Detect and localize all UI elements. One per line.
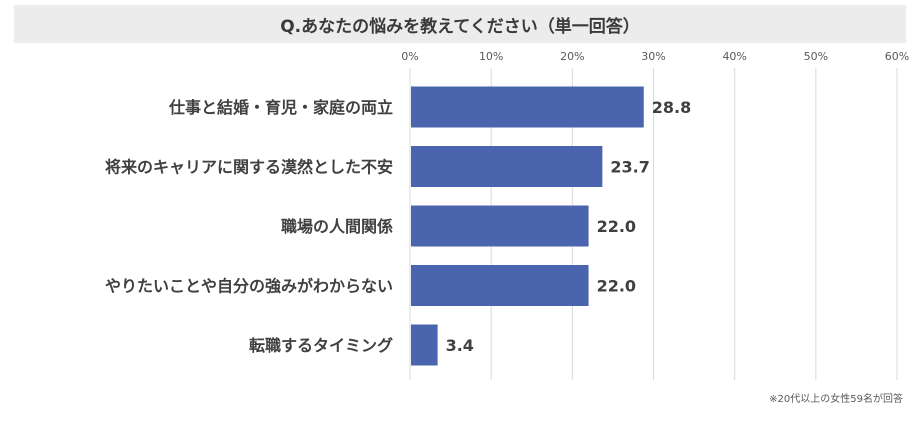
bar <box>411 265 589 306</box>
bars <box>411 86 644 366</box>
x-tick-label: 10% <box>479 50 503 63</box>
x-tick-label: 20% <box>560 50 584 63</box>
x-tick-label: 30% <box>641 50 665 63</box>
value-labels: 28.8 23.7 22.0 22.0 3.4 <box>446 98 692 355</box>
chart-title: Q.あなたの悩みを教えてください（単一回答） <box>14 5 906 43</box>
data-label: 22.0 <box>597 217 636 236</box>
data-label: 22.0 <box>597 277 636 296</box>
bar <box>411 146 603 187</box>
data-label: 23.7 <box>610 158 649 177</box>
bar <box>411 324 438 366</box>
bar <box>411 86 644 128</box>
category-label: やりたいことや自分の強みがわからない <box>105 277 393 296</box>
category-label: 転職するタイミング <box>249 336 393 355</box>
x-tick-label: 0% <box>401 50 418 63</box>
data-label: 28.8 <box>652 98 691 117</box>
x-tick-label: 60% <box>885 50 909 63</box>
data-label: 3.4 <box>446 336 474 355</box>
footnote: ※20代以上の女性59名が回答 <box>769 394 903 405</box>
category-label: 職場の人間関係 <box>281 217 393 236</box>
x-axis-ticks: 0% 10% 20% 30% 40% 50% 60% <box>401 50 909 63</box>
category-labels: 仕事と結婚・育児・家庭の両立将来のキャリアに関する漠然とした不安職場の人間関係や… <box>105 98 393 355</box>
category-label: 将来のキャリアに関する漠然とした不安 <box>105 158 393 177</box>
x-tick-label: 50% <box>804 50 828 63</box>
category-label: 仕事と結婚・育児・家庭の両立 <box>168 98 393 117</box>
bar <box>411 205 589 247</box>
x-tick-label: 40% <box>722 50 746 63</box>
